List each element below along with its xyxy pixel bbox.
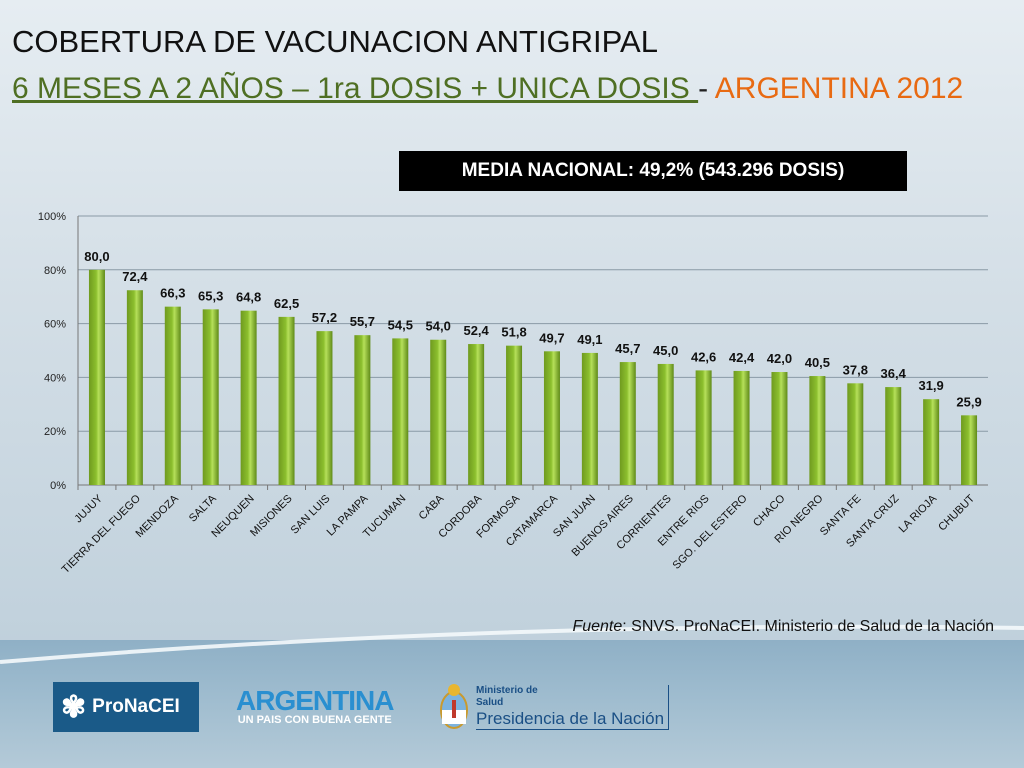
bar	[657, 363, 674, 485]
national-average-box: MEDIA NACIONAL: 49,2% (543.296 DOSIS)	[399, 151, 907, 191]
bar	[126, 290, 143, 485]
bar	[240, 310, 257, 485]
bar	[316, 331, 333, 485]
pronacei-text: ProNaCEI	[92, 696, 180, 717]
bar	[581, 352, 598, 485]
ministerio-logo: Ministerio de Salud Presidencia de la Naci…	[438, 682, 670, 732]
x-tick-label: LA RIOJA	[897, 492, 940, 535]
bar	[430, 339, 447, 485]
x-tick-label: SALTA	[187, 492, 219, 524]
y-tick-label: 60%	[44, 319, 66, 331]
y-tick-label: 80%	[44, 265, 66, 277]
data-label: 25,9	[956, 394, 981, 409]
title-line-1: COBERTURA DE VACUNACION ANTIGRIPAL	[12, 24, 658, 59]
data-label: 66,3	[160, 286, 185, 301]
bar	[619, 362, 636, 485]
bar	[847, 383, 864, 485]
argentina-tagline: UN PAIS CON BUENA GENTE	[237, 714, 392, 726]
data-label: 57,2	[312, 310, 337, 325]
data-label: 52,4	[463, 323, 489, 338]
subtitle-dash: -	[698, 72, 715, 105]
y-tick-label: 0%	[50, 480, 66, 492]
salud-text: Salud	[476, 696, 504, 708]
bar	[392, 338, 409, 485]
bar	[771, 372, 788, 485]
data-label: 72,4	[122, 269, 148, 284]
x-tick-label: JUJUY	[72, 492, 105, 525]
ministerio-text: Ministerio de	[476, 684, 538, 696]
x-tick-label: CABA	[417, 492, 447, 522]
x-tick-label: SGO. DEL ESTERO	[671, 492, 750, 571]
bar	[809, 376, 826, 485]
bar	[543, 351, 560, 485]
data-label: 36,4	[881, 366, 907, 381]
bar	[923, 399, 940, 485]
x-tick-label: TIERRA DEL FUEGO	[60, 492, 144, 576]
data-label: 65,3	[198, 288, 223, 303]
flower-icon: ✾	[61, 690, 87, 724]
y-tick-label: 100%	[38, 211, 66, 223]
data-label: 64,8	[236, 290, 261, 305]
bar	[354, 335, 371, 485]
title-line-2: 6 MESES A 2 AÑOS – 1ra DOSIS + UNICA DOS…	[12, 72, 963, 106]
bar	[164, 306, 181, 485]
presidencia-text: Presidencia de la Nación	[476, 708, 665, 728]
bar	[278, 316, 295, 485]
subtitle-country-year: ARGENTINA 2012	[714, 72, 964, 105]
y-tick-label: 40%	[44, 372, 66, 384]
data-label: 55,7	[350, 314, 375, 329]
bar	[885, 387, 902, 485]
data-label: 54,0	[426, 319, 451, 334]
source-label: Fuente	[572, 618, 623, 635]
data-label: 42,0	[767, 351, 792, 366]
data-label: 42,4	[729, 350, 755, 365]
bar	[695, 370, 712, 485]
argentina-logo: ARGENTINA UN PAIS CON BUENA GENTE	[236, 685, 394, 727]
data-label: 62,5	[274, 296, 299, 311]
x-tick-label: CHACO	[751, 492, 788, 529]
bar	[88, 269, 105, 485]
data-label: 40,5	[805, 355, 830, 370]
decorative-curve	[0, 624, 1024, 664]
y-tick-label: 20%	[44, 426, 66, 438]
source-note: Fuente: SNVS. ProNaCEI. Ministerio de Sa…	[572, 618, 994, 636]
bar	[468, 344, 485, 485]
data-label: 80,0	[84, 249, 109, 264]
data-label: 45,0	[653, 343, 678, 358]
bar	[961, 415, 978, 485]
subtitle-age-dose: 6 MESES A 2 AÑOS – 1ra DOSIS + UNICA DOS…	[12, 72, 699, 105]
bar	[202, 309, 219, 485]
coat-of-arms-icon	[440, 684, 468, 729]
data-label: 51,8	[501, 325, 526, 340]
data-label: 49,7	[539, 330, 564, 345]
data-label: 45,7	[615, 341, 640, 356]
x-tick-label: CHUBUT	[936, 492, 977, 533]
data-label: 37,8	[843, 362, 868, 377]
bar	[506, 345, 523, 485]
source-text: : SNVS. ProNaCEI. Ministerio de Salud de…	[622, 618, 994, 635]
argentina-text: ARGENTINA	[236, 685, 394, 716]
pronacei-logo: ✾ ProNaCEI	[53, 682, 199, 732]
bar-chart: 0% 20% 40% 60% 80% 100% 80,0 JUJUY 72,4 TIERRA DE…	[38, 211, 988, 576]
data-label: 49,1	[577, 332, 602, 347]
data-label: 42,6	[691, 349, 716, 364]
data-label: 54,5	[388, 317, 413, 332]
bar	[733, 370, 750, 485]
data-label: 31,9	[918, 378, 943, 393]
